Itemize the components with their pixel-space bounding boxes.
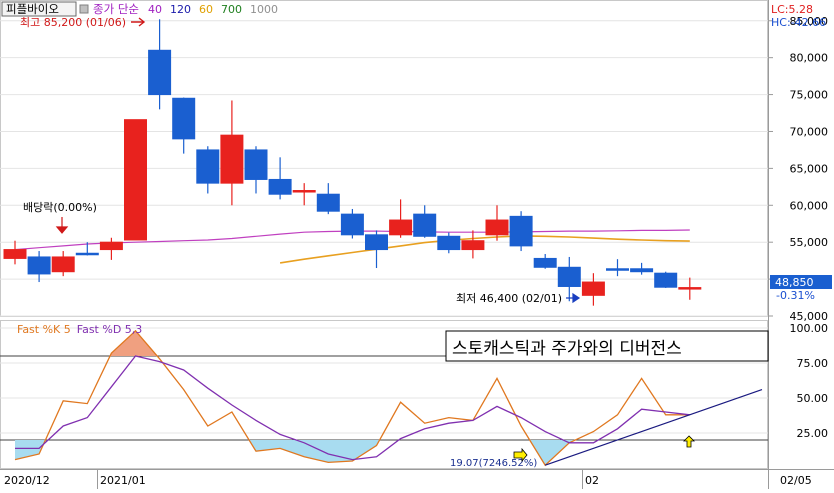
stoch-layer (14, 329, 763, 467)
ma-color-square (79, 4, 89, 14)
candle-body (678, 287, 702, 290)
stoch-legend: Fast %K 5 Fast %D 5,3 (17, 323, 142, 336)
x-label-2021-01: 2021/01 (100, 474, 146, 487)
stoch-up-arrow-icon (683, 435, 695, 448)
stoch-oversold-fill (15, 440, 46, 460)
divergence-box (445, 330, 769, 362)
price-tick-label: 55,000 (790, 236, 829, 249)
fastk-line (14, 329, 690, 467)
x-label-2020-12: 2020/12 (4, 474, 50, 487)
price-tick-label: 80,000 (790, 52, 829, 65)
fastk-legend: Fast %K 5 (17, 323, 71, 336)
max-arrow-icon (131, 17, 146, 27)
current-change-label: -0.31% (776, 289, 815, 302)
stoch-tick-label: 75.00 (797, 357, 829, 370)
stoch-right-arrow-icon (513, 447, 528, 463)
dividend-arrow-icon (55, 217, 69, 234)
price-tick-label: 75,000 (790, 89, 829, 102)
candle-body (340, 213, 364, 236)
stock-name[interactable]: 피플바이오 (6, 2, 59, 16)
candle-body (389, 219, 413, 236)
price-layer (3, 19, 702, 306)
ma-period-120: 120 (170, 3, 191, 16)
y-axis: 45,00050,00055,00060,00065,00070,00075,0… (768, 15, 828, 440)
candle-body (509, 215, 533, 247)
x-label-02: 02 (585, 474, 599, 487)
candle-body (461, 240, 485, 251)
candle-body (606, 268, 629, 271)
ma-period-list: 40 120 60 700 1000 (148, 3, 278, 16)
stoch-oversold-fill (529, 440, 576, 466)
candle-body (99, 241, 123, 251)
min-price-label: 최저 46,400 (02/01) (456, 292, 562, 305)
candle-body (124, 119, 147, 241)
divergence-text: 스토캐스틱과 주가와의 디버전스 (452, 339, 682, 359)
candle-body (581, 281, 605, 296)
stoch-divergence-trendline (545, 389, 763, 466)
candle-body (316, 193, 340, 212)
candle-body (365, 234, 388, 251)
candle-body (630, 268, 654, 273)
candle-body (533, 257, 557, 268)
price-tick-label: 60,000 (790, 199, 829, 212)
candle-body (51, 256, 75, 273)
ma-period-60: 60 (199, 3, 213, 16)
candle-body (557, 266, 581, 287)
candle-body (148, 49, 172, 96)
candle-body (654, 272, 678, 288)
chart-legend: 피플바이오 종가 단순 40 120 60 700 1000 (1, 1, 278, 17)
dividend-label: 배당락(0.00%) (23, 201, 97, 214)
stoch-min-label: 19.07(7246.52%) (450, 458, 537, 469)
candle-body (220, 134, 244, 184)
min-arrow-icon (566, 292, 581, 304)
candle-body (244, 149, 268, 180)
ma-title: 종가 단순 (93, 2, 139, 16)
x-label-02-05: 02/05 (780, 474, 812, 487)
price-tick-label: 85,000 (790, 15, 829, 28)
candle-body (27, 256, 51, 275)
max-price-label: 최고 85,200 (01/06) (20, 16, 126, 29)
lc-label: LC:5.28 (771, 3, 813, 16)
ma-period-40: 40 (148, 3, 162, 16)
candle-body (413, 213, 437, 237)
candle-body (3, 249, 27, 259)
fastd-legend: Fast %D 5,3 (77, 323, 143, 336)
stoch-tick-label: 25.00 (797, 427, 829, 440)
stoch-tick-label: 50.00 (797, 392, 829, 405)
price-tick-label: 70,000 (790, 125, 829, 138)
ma-period-700: 700 (221, 3, 242, 16)
candle-body (75, 252, 99, 256)
price-tick-label: 65,000 (790, 162, 829, 175)
candle-body (485, 219, 509, 236)
ma-period-1000: 1000 (250, 3, 278, 16)
candle-body (437, 235, 461, 251)
fastd-line (15, 355, 690, 461)
ma60-line (279, 235, 690, 264)
hc-label: HC:-42.66 (771, 16, 826, 29)
candle-body (196, 149, 220, 184)
candle-body (172, 97, 196, 140)
candle-body (292, 190, 316, 193)
stoch-oversold-fill (249, 440, 380, 463)
current-price-label: 48,850 (775, 276, 814, 289)
stoch-tick-label: 100.00 (790, 322, 829, 335)
stoch-overbought-fill (110, 330, 158, 356)
stock-name-box[interactable] (1, 1, 77, 17)
current-price-badge (770, 275, 832, 289)
candle-body (268, 178, 292, 195)
price-tick-label: 45,000 (790, 310, 829, 323)
